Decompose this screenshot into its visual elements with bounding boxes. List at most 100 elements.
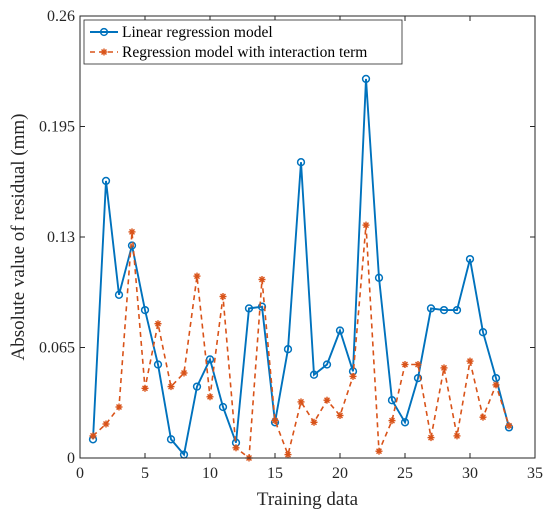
data-point — [453, 432, 461, 440]
series-line — [92, 78, 510, 457]
x-axis-label: Training data — [257, 489, 359, 510]
series-interaction — [89, 221, 513, 462]
data-point — [452, 305, 462, 315]
marker-stroke — [311, 419, 317, 426]
marker-stroke — [101, 49, 107, 55]
marker-stroke — [181, 370, 187, 376]
data-point — [218, 402, 228, 412]
x-tick-label: 30 — [462, 465, 478, 482]
data-point — [128, 228, 136, 236]
data-point — [388, 417, 396, 425]
data-point — [465, 254, 475, 264]
legend-box — [83, 19, 403, 65]
marker-stroke — [493, 381, 499, 388]
marker-stroke — [454, 432, 460, 439]
marker-stroke — [402, 361, 408, 368]
legend-entry-interaction: Regression model with interaction term — [90, 44, 367, 61]
data-point — [349, 372, 357, 380]
marker-stroke — [506, 422, 512, 429]
y-tick-label: 0.195 — [39, 119, 75, 136]
y-tick-label: 0 — [67, 450, 75, 467]
x-tick-label: 10 — [202, 465, 218, 482]
x-tick-label: 20 — [332, 465, 348, 482]
data-point — [283, 345, 293, 354]
data-point — [115, 403, 123, 411]
x-tick-label: 0 — [76, 465, 84, 482]
marker-stroke — [298, 398, 304, 405]
y-tick-label: 0.26 — [47, 8, 75, 25]
data-point — [440, 364, 448, 372]
data-point — [180, 369, 188, 377]
data-point — [153, 360, 163, 369]
data-point — [167, 383, 175, 391]
data-point — [401, 361, 409, 368]
marker-stroke — [415, 361, 421, 368]
data-point — [362, 221, 370, 229]
data-point — [492, 381, 500, 389]
marker-stroke — [259, 276, 265, 283]
marker-stroke — [428, 434, 434, 441]
marker-stroke — [194, 273, 200, 280]
marker-stroke — [116, 404, 122, 410]
data-point — [505, 422, 513, 430]
legend-marker-asterisk — [100, 48, 108, 56]
data-point — [257, 302, 267, 311]
legend-label-interaction: Regression model with interaction term — [122, 44, 367, 61]
tick-labels: 0 5 10 15 20 25 30 35 0 0.065 0.13 0.195 0.26 — [39, 8, 543, 482]
data-point — [479, 413, 487, 421]
data-point — [387, 396, 397, 405]
series-linear — [88, 74, 514, 459]
data-point — [206, 393, 214, 401]
data-point — [336, 412, 344, 419]
data-point — [141, 384, 149, 392]
data-point — [478, 328, 488, 337]
data-point — [323, 396, 331, 404]
data-point — [296, 158, 306, 167]
data-point — [166, 435, 176, 444]
marker-stroke — [350, 373, 356, 380]
legend-entry-linear: Linear regression model — [90, 24, 273, 41]
marker-stroke — [220, 293, 226, 300]
y-tick-label: 0.065 — [39, 340, 75, 357]
marker-stroke — [480, 414, 486, 421]
marker-stroke — [129, 228, 135, 235]
series-layer — [88, 74, 514, 462]
data-point — [101, 176, 111, 186]
data-point — [89, 432, 97, 440]
x-tick-label: 35 — [527, 465, 543, 482]
legend-label-linear: Linear regression model — [122, 24, 273, 41]
data-point — [193, 272, 201, 280]
data-point — [439, 305, 449, 315]
data-point — [310, 418, 318, 426]
data-point — [219, 293, 227, 300]
data-point — [466, 357, 474, 365]
data-point — [322, 360, 332, 369]
marker-stroke — [233, 444, 239, 451]
legend-marker-shape — [99, 27, 109, 37]
data-point — [414, 361, 422, 368]
data-point — [232, 444, 240, 452]
data-point — [297, 398, 305, 406]
legend-marker-circle — [99, 27, 109, 37]
y-tick-label: 0.13 — [47, 229, 75, 246]
data-point — [427, 434, 435, 442]
data-point — [271, 417, 279, 425]
data-point — [244, 304, 254, 313]
y-axis-label: Absolute value of residual (mm) — [8, 114, 29, 361]
marker-stroke — [337, 412, 343, 419]
marker-stroke — [376, 448, 382, 455]
marker-stroke — [168, 383, 174, 390]
marker-stroke — [285, 451, 291, 458]
data-point — [309, 370, 319, 379]
marker-stroke — [142, 385, 148, 392]
data-point — [375, 447, 383, 455]
data-point — [114, 290, 124, 299]
data-point — [192, 382, 202, 391]
data-point — [284, 451, 292, 459]
marker-stroke — [272, 417, 278, 424]
data-point — [140, 305, 150, 315]
marker-stroke — [207, 393, 213, 400]
marker-stroke — [155, 320, 161, 327]
marker-stroke — [90, 432, 96, 439]
